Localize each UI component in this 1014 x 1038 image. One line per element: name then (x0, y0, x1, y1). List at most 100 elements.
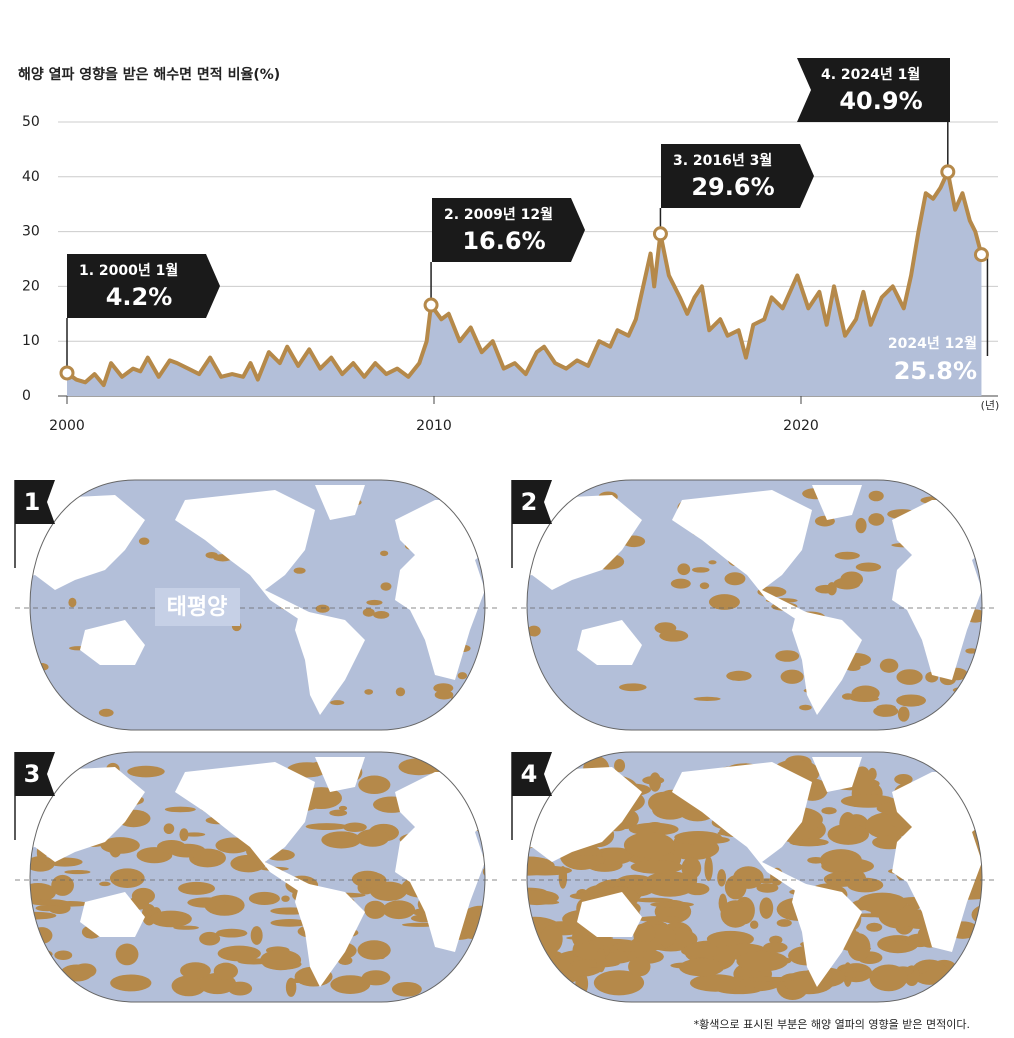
land (80, 620, 145, 665)
heat-patch (433, 683, 454, 693)
callout-value: 29.6% (691, 173, 774, 201)
heat-patch (9, 699, 20, 704)
heat-patch (821, 807, 837, 815)
heat-patch (630, 860, 684, 874)
heat-patch (690, 974, 741, 992)
heat-patch (457, 672, 468, 680)
callout-box (661, 144, 814, 208)
flag (512, 480, 552, 524)
heat-patch (330, 975, 371, 994)
highlight-point (940, 164, 956, 180)
heat-patch (31, 927, 53, 944)
y-tick-label: 20 (22, 278, 40, 294)
land (295, 610, 365, 715)
y-tick-label: 30 (22, 224, 40, 240)
heat-patch (601, 847, 634, 862)
heat-patch (443, 762, 485, 771)
callout-box (432, 198, 585, 262)
heat-patch (978, 942, 982, 970)
heat-patch (490, 538, 506, 543)
heat-patch (373, 610, 390, 619)
heat-patch (547, 754, 569, 771)
heat-patch (250, 926, 263, 945)
heat-patch (183, 832, 206, 837)
highlight-point (973, 247, 989, 263)
heat-patch (418, 912, 428, 919)
heat-patch (171, 975, 207, 997)
heat-patch (857, 892, 907, 913)
heat-patch (763, 942, 788, 953)
heat-patch (364, 689, 374, 695)
heat-patch (470, 776, 485, 782)
heat-patch (650, 901, 694, 908)
heat-patch (648, 791, 681, 814)
heat-patch (894, 774, 913, 785)
heat-patch (187, 897, 226, 908)
heat-patch (717, 869, 727, 887)
heat-patch (628, 957, 651, 977)
heat-patch (205, 551, 218, 559)
heat-patch (983, 937, 996, 956)
heat-patch (321, 831, 362, 849)
heat-patch (896, 694, 927, 707)
heat-patch (558, 865, 568, 889)
heat-patch (759, 897, 774, 919)
heat-patch (674, 835, 730, 845)
heat-patch (111, 977, 124, 987)
panel-number: 3 (24, 760, 41, 788)
heat-patch (376, 942, 388, 960)
heat-patch (215, 928, 248, 938)
heat-patch (315, 604, 330, 613)
heat-patch (173, 925, 199, 930)
heat-patch (178, 881, 216, 895)
heat-patch (633, 923, 656, 944)
heat-patch (815, 584, 837, 594)
heat-patch (362, 608, 375, 617)
heat-patch (4, 927, 26, 934)
heat-patch (109, 868, 145, 888)
heat-patch (679, 958, 725, 977)
heat-patch (98, 708, 114, 717)
heat-patch (30, 951, 35, 960)
map-panel: 2 (511, 479, 997, 731)
heat-patch (470, 761, 483, 781)
heat-patch (756, 883, 779, 893)
heat-patch (596, 948, 606, 973)
end-label: 2024년 12월 (888, 335, 977, 352)
heat-patch (845, 663, 861, 672)
y-tick-label: 0 (22, 388, 31, 404)
heat-patch (839, 812, 857, 836)
heat-patch (164, 806, 196, 813)
heat-patch (844, 971, 866, 978)
heat-patch (380, 550, 389, 557)
heat-patch (32, 662, 49, 672)
heat-patch (968, 779, 982, 797)
x-axis-label: (년) (981, 399, 1000, 412)
map-body (527, 480, 982, 730)
heat-patch (612, 941, 664, 953)
heat-patch (724, 875, 747, 900)
end-value: 25.8% (894, 357, 977, 385)
heat-patch (681, 944, 722, 958)
heat-patch (980, 831, 982, 847)
heat-patch (963, 490, 982, 502)
flag (15, 752, 55, 796)
heat-patch (769, 935, 783, 945)
heat-patch (693, 696, 721, 701)
heat-patch (855, 517, 867, 534)
heat-patch (593, 970, 645, 996)
panel-number: 4 (521, 760, 538, 788)
heat-patch (449, 499, 463, 506)
map-body (4, 752, 485, 1002)
heat-patch (30, 942, 43, 961)
land (175, 490, 315, 620)
heat-patch (329, 809, 348, 817)
heat-patch (570, 959, 620, 968)
heat-patch (30, 948, 53, 961)
heat-patch (840, 571, 864, 588)
heat-patch (366, 599, 383, 606)
heat-patch (527, 625, 541, 637)
heat-patch (163, 823, 175, 835)
land (175, 762, 315, 892)
